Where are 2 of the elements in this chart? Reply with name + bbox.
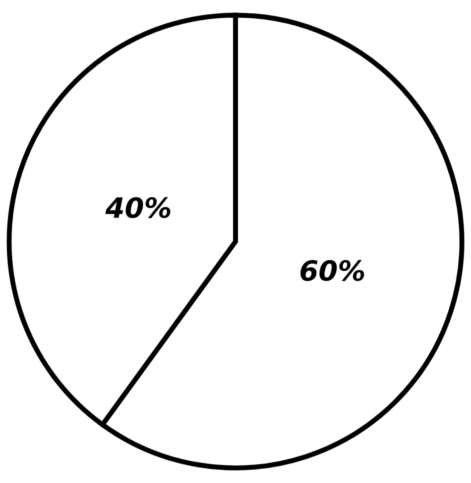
data-label: 40% xyxy=(105,197,170,218)
data-label: 60% xyxy=(300,260,364,282)
